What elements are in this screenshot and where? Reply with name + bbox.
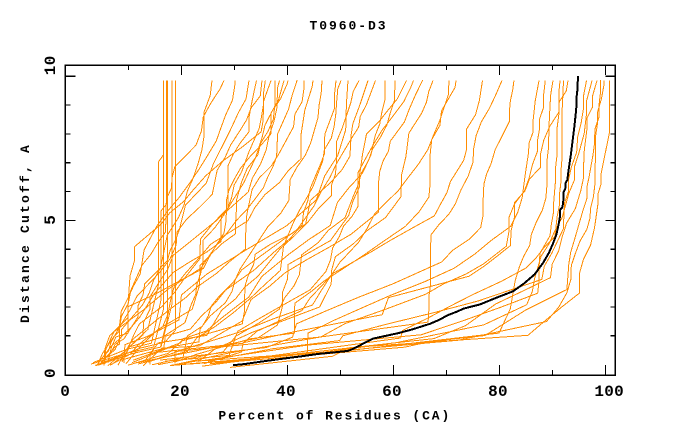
svg-text:60: 60 xyxy=(382,383,402,401)
svg-text:0: 0 xyxy=(60,383,70,401)
svg-text:Percent of Residues (CA): Percent of Residues (CA) xyxy=(218,408,451,423)
svg-text:T0960-D3: T0960-D3 xyxy=(309,19,387,34)
svg-text:20: 20 xyxy=(170,383,190,401)
svg-text:5: 5 xyxy=(42,215,60,225)
svg-text:10: 10 xyxy=(42,55,60,75)
svg-text:80: 80 xyxy=(488,383,508,401)
svg-text:100: 100 xyxy=(594,383,624,401)
svg-text:0: 0 xyxy=(42,368,60,378)
svg-text:40: 40 xyxy=(276,383,296,401)
svg-text:Distance Cutoff, A: Distance Cutoff, A xyxy=(18,143,33,323)
